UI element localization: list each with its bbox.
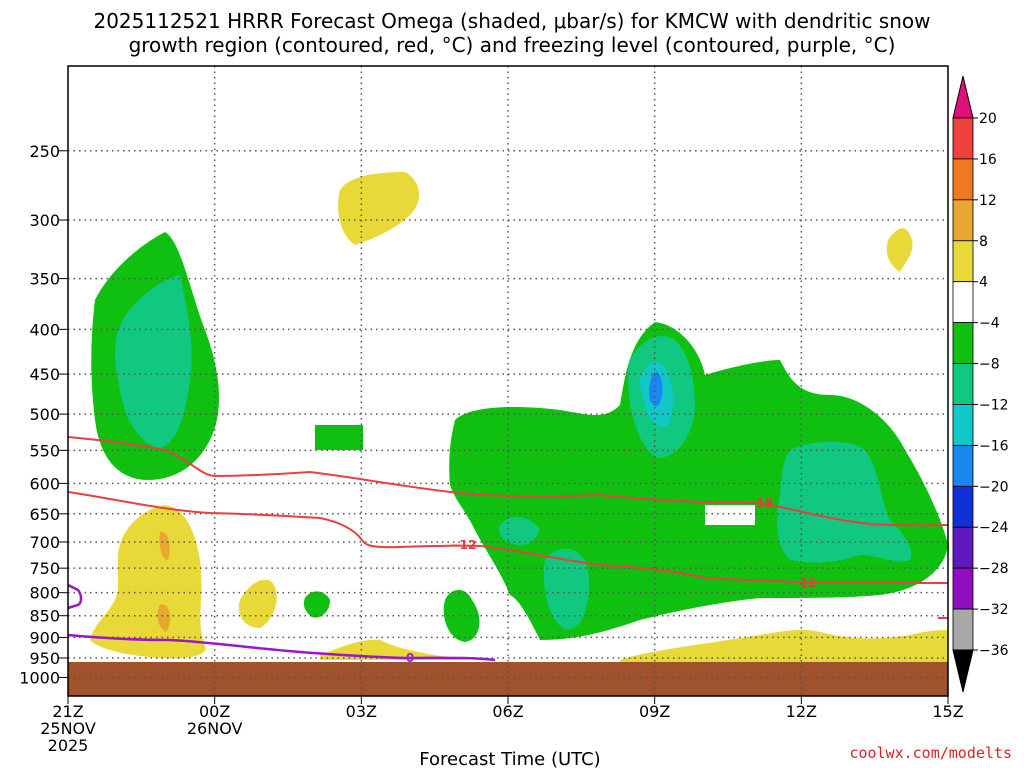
colorbar-label: −36 [979,643,1009,659]
red-contour-label: −12 [450,538,477,552]
omega-orange-region [159,531,170,560]
y-tick-label: 400 [29,320,60,339]
colorbar-label: −20 [979,479,1009,495]
y-tick-label: 850 [29,607,60,626]
omega-orange-region [157,604,171,632]
purple-contour-label: 0 [406,651,414,665]
colorbar-segment [952,567,974,610]
colorbar-segment [952,526,974,569]
x-axis-label: Forecast Time (UTC) [419,749,600,768]
omega-white-gap [705,505,755,525]
freezing-level-contours: 0 [67,583,496,665]
colorbar-label: 12 [979,193,997,209]
red-contour-label: −18 [747,496,774,510]
omega-blue-region [649,371,663,407]
omega-yellow-region [90,505,206,659]
y-tick-label: 700 [29,533,60,552]
x-tick-label: 25NOV [40,719,96,738]
y-tick-label: 900 [29,628,60,647]
colorbar-label: −24 [979,520,1009,536]
omega-shading [90,172,948,665]
colorbar-segment [952,608,974,651]
colorbar-label: 16 [979,152,997,168]
colorbar: 20 16 12 8 4 −4 −8 −12 −16 −20 −24 −28 −32 −36 [952,75,1009,693]
y-tick-label: 250 [29,142,60,161]
x-tick-label: 03Z [346,702,377,721]
red-contour-line [67,491,948,585]
y-tick-label: 950 [29,649,60,668]
colorbar-segment [952,199,974,242]
omega-yellow-region [620,629,948,665]
y-tick-label: 550 [29,441,60,460]
colorbar-label: 8 [979,234,988,250]
y-tick-label: 1000 [19,668,60,687]
chart-title-line1: 2025112521 HRRR Forecast Omega (shaded, … [93,9,930,33]
y-tick-label: 450 [29,365,60,384]
omega-teal-region [777,441,912,563]
y-axis: 250 300 350 400 450 500 550 600 650 700 750 800 850 9… [19,142,68,687]
grid-lines [68,66,948,696]
omega-teal-region [499,516,540,545]
colorbar-segment [952,404,974,446]
y-tick-label: 300 [29,211,60,230]
colorbar-top-arrow [952,75,974,119]
red-contour-line [67,436,949,527]
colorbar-segment [952,363,974,405]
chart-title-line2: growth region (contoured, red, °C) and f… [129,33,896,57]
x-tick-label: 09Z [639,702,670,721]
colorbar-label: 20 [979,111,997,127]
colorbar-label: −32 [979,602,1009,618]
x-tick-label: 21Z [52,702,83,721]
x-tick-label: 26NOV [187,719,243,738]
ground-fill [68,662,948,696]
y-tick-label: 350 [29,270,60,289]
colorbar-bottom-arrow [952,649,974,693]
colorbar-segment [952,117,974,160]
colorbar-label: −4 [979,316,1000,332]
colorbar-label: −16 [979,438,1009,454]
omega-teal-region [543,548,590,630]
x-tick-label: 12Z [786,702,817,721]
x-tick-label: 2025 [48,736,89,755]
red-contour-label: 12 [800,576,817,590]
omega-green-region [315,425,363,450]
y-tick-label: 750 [29,559,60,578]
purple-contour-line [67,583,83,610]
purple-contour-line [67,633,496,662]
x-tick-label: 15Z [932,702,963,721]
colorbar-segment [952,485,974,528]
y-tick-label: 650 [29,505,60,524]
omega-yellow-region [338,172,420,245]
y-tick-label: 600 [29,474,60,493]
omega-green-region [443,589,480,642]
omega-yellow-region [886,228,913,272]
colorbar-segment [952,444,974,487]
colorbar-label: −12 [979,397,1009,413]
colorbar-label: −28 [979,561,1009,577]
colorbar-segment [952,322,974,364]
omega-teal-region [115,275,192,448]
y-tick-label: 800 [29,584,60,603]
dendritic-contours: −18 −12 12 [67,436,949,619]
colorbar-label: 4 [979,275,988,291]
y-tick-label: 500 [29,405,60,424]
colorbar-label: −8 [979,357,1000,373]
x-tick-label: 00Z [199,702,230,721]
colorbar-segment [952,158,974,201]
colorbar-segment [952,240,974,283]
x-tick-label: 06Z [492,702,523,721]
credit-text: coolwx.com/modelts [849,744,1012,762]
colorbar-segment [952,281,974,324]
omega-green-region [303,591,330,618]
